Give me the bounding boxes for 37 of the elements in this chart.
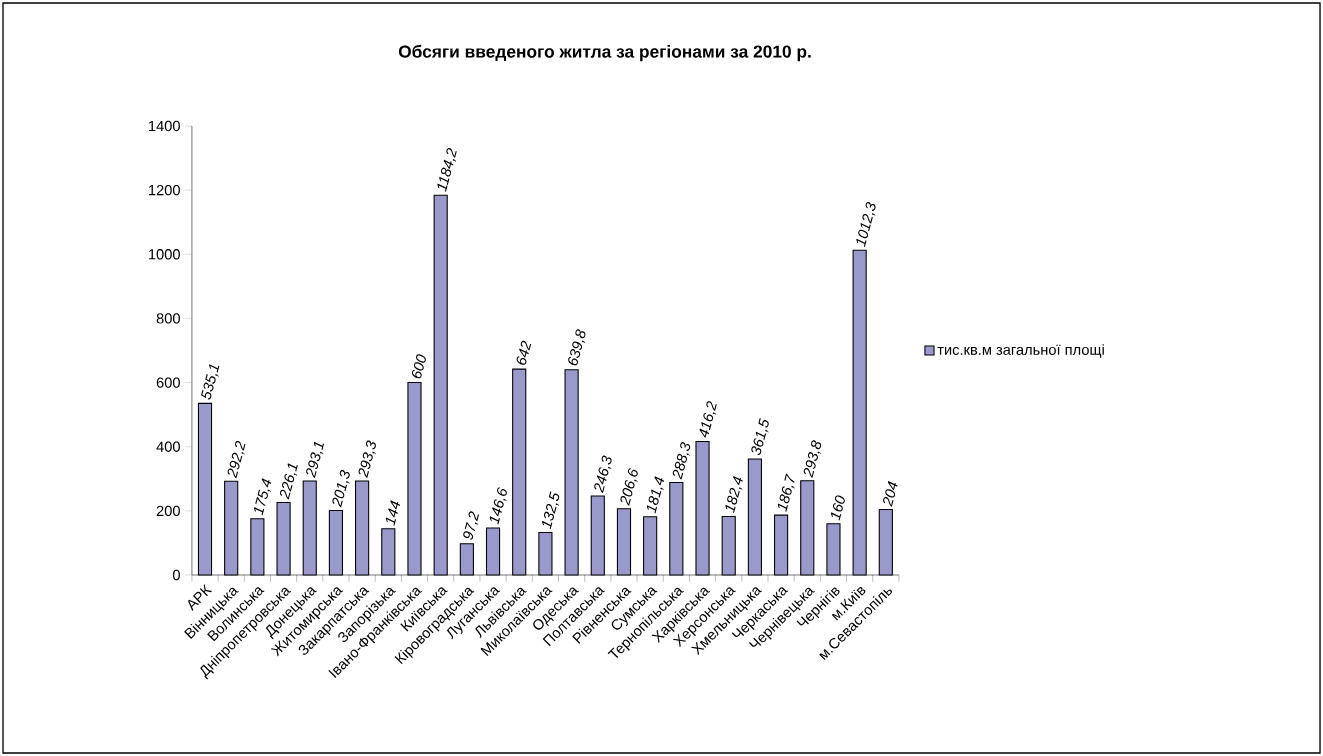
y-tick-label: 1400 — [149, 120, 180, 132]
data-label: 1012,3 — [856, 201, 876, 247]
data-label: 535,1 — [201, 364, 220, 400]
data-label: 288,3 — [672, 442, 691, 480]
data-label: 1184,2 — [437, 148, 457, 192]
data-label: 204 — [883, 481, 898, 507]
data-label: 175,4 — [254, 478, 272, 516]
data-label: 160 — [830, 495, 845, 521]
data-label: 181,4 — [646, 476, 665, 514]
y-tick-label: 0 — [172, 569, 180, 581]
data-label: 206,6 — [620, 468, 638, 506]
data-label: 293,8 — [803, 440, 822, 478]
data-label: 186,7 — [777, 473, 795, 512]
y-tick-label: 400 — [156, 441, 180, 452]
data-label: 201,3 — [332, 469, 350, 508]
y-tick-label: 600 — [156, 377, 180, 388]
data-label: 146,6 — [489, 487, 507, 525]
data-label: 132,5 — [542, 491, 560, 530]
data-label: 144 — [385, 500, 400, 526]
data-label: 293,3 — [358, 440, 376, 478]
data-label: 246,3 — [594, 455, 612, 494]
y-tick-label: 1200 — [149, 184, 180, 196]
data-label: 416,2 — [699, 401, 717, 438]
data-label: 226,1 — [279, 463, 298, 500]
y-tick-label: 1000 — [149, 249, 180, 260]
chart-title: Обсяги введеного житла за регіонами за 2010 р. — [398, 44, 811, 62]
data-label: 292,2 — [227, 440, 246, 479]
legend-label: тис.кв.м загальної площі — [937, 344, 1104, 358]
y-tick-label: 800 — [156, 313, 180, 324]
data-label: 642 — [516, 340, 532, 365]
data-label: 639,8 — [568, 329, 586, 366]
data-label: 361,5 — [751, 417, 769, 456]
data-label: 182,4 — [725, 475, 743, 514]
data-label: 293,1 — [306, 441, 325, 479]
y-tick-label: 200 — [156, 505, 180, 517]
data-label: 600 — [411, 354, 426, 379]
data-label: 97,2 — [463, 511, 479, 540]
